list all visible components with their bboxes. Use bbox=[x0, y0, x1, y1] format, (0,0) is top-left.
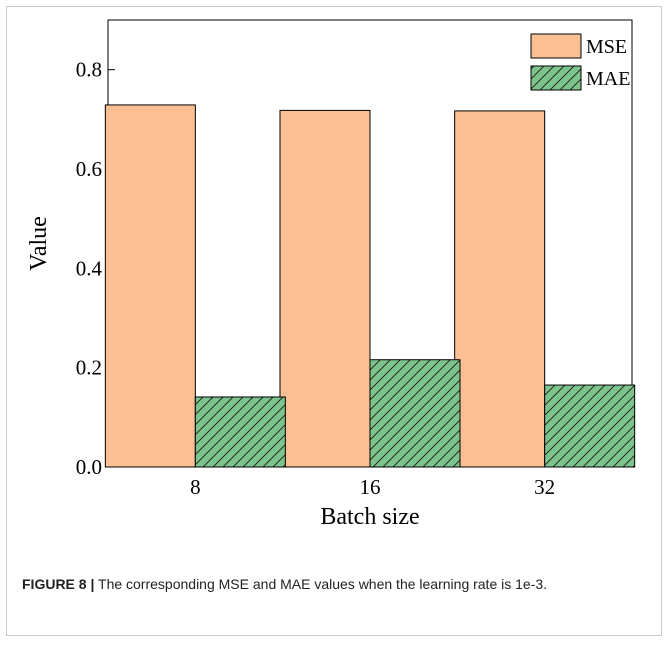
bar-mae-8 bbox=[194, 396, 286, 468]
bar-mse-8 bbox=[104, 104, 196, 468]
bar-mse-32 bbox=[454, 110, 546, 468]
legend-label-mae: MAE bbox=[586, 68, 630, 90]
x-tick-label: 16 bbox=[360, 475, 381, 499]
y-tick-label: 0.8 bbox=[76, 58, 102, 82]
legend-swatch-mse bbox=[530, 33, 582, 59]
y-axis-label: Value bbox=[26, 216, 52, 271]
y-tick-label: 0.6 bbox=[76, 157, 102, 181]
bar-chart: 0.0 0.2 0.4 0.6 0.8 8 16 32 MSE MAE Value Batch… bbox=[26, 19, 636, 530]
figure-caption: FIGURE 8 | The corresponding MSE and MAE… bbox=[22, 573, 642, 595]
plot-area: 0.0 0.2 0.4 0.6 0.8 8 16 32 MSE MAE Value Batch… bbox=[26, 19, 636, 530]
legend: MSE MAE bbox=[530, 33, 630, 91]
legend-label-mse: MSE bbox=[586, 36, 627, 58]
bar-mae-32 bbox=[544, 384, 636, 468]
bar-mae-16 bbox=[369, 359, 461, 468]
y-axis: 0.0 0.2 0.4 0.6 0.8 bbox=[76, 58, 115, 479]
y-tick-label: 0.2 bbox=[76, 356, 102, 380]
x-tick-label: 8 bbox=[190, 475, 201, 499]
x-tick-label: 32 bbox=[534, 475, 555, 499]
caption-label: FIGURE 8 | bbox=[22, 576, 95, 592]
legend-swatch-mae bbox=[530, 65, 582, 91]
x-axis: 8 16 32 bbox=[190, 460, 555, 499]
caption-text: The corresponding MSE and MAE values whe… bbox=[94, 576, 548, 592]
y-tick-label: 0.0 bbox=[76, 455, 102, 479]
x-axis-label: Batch size bbox=[320, 504, 419, 530]
y-tick-label: 0.4 bbox=[76, 256, 103, 280]
bars bbox=[104, 104, 636, 468]
bar-mse-16 bbox=[279, 109, 371, 468]
